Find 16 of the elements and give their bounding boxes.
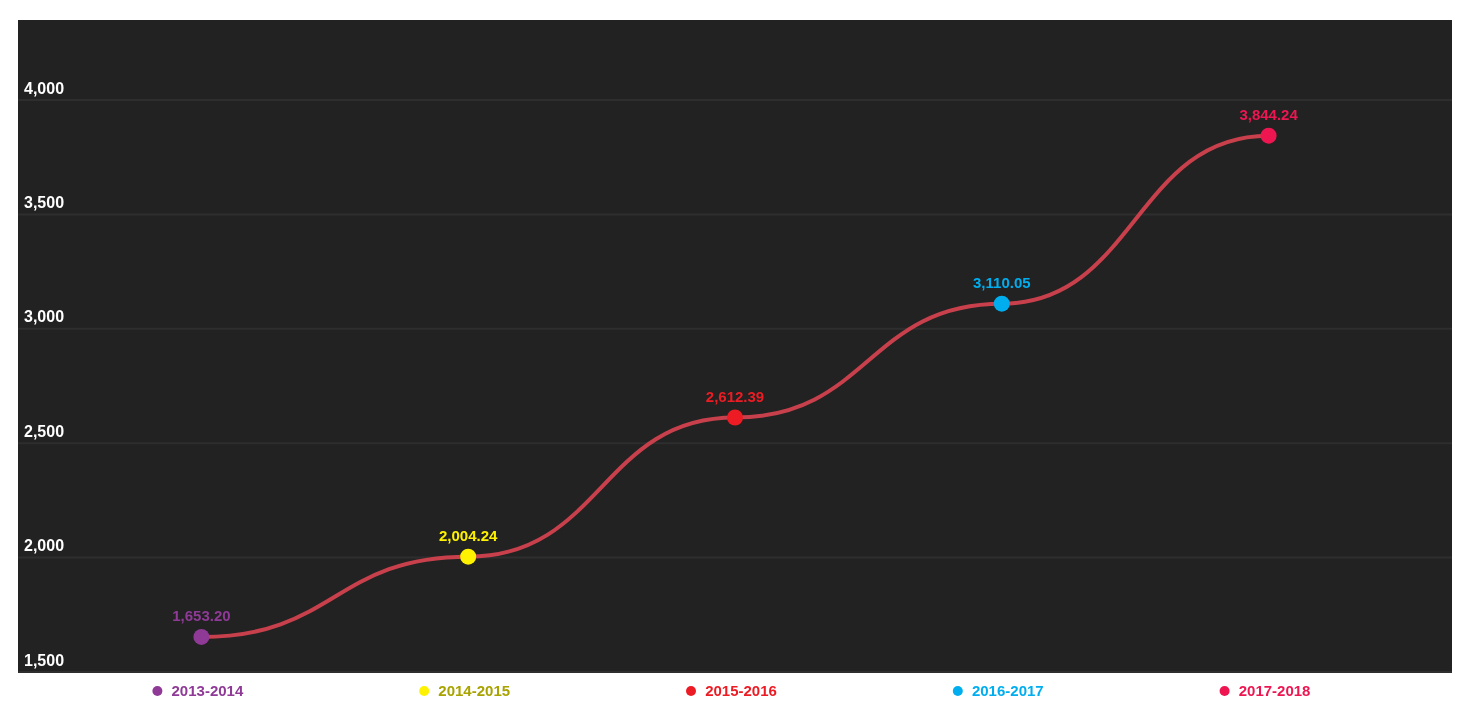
data-label: 2,004.24 — [439, 526, 499, 544]
y-tick-label: 1,500 — [24, 651, 65, 669]
y-tick-label: 2,000 — [24, 537, 65, 555]
y-tick-label: 3,500 — [24, 194, 65, 212]
x-tick-label: 2014-2015 — [438, 682, 511, 700]
data-label: 3,844.24 — [1239, 105, 1299, 123]
x-tick-label: 2017-2018 — [1238, 682, 1311, 700]
y-tick-label: 4,000 — [24, 79, 65, 97]
x-tick-label: 2015-2016 — [705, 682, 777, 700]
data-label: 1,653.20 — [172, 606, 231, 624]
data-label: 2,612.39 — [705, 387, 765, 405]
data-label: 3,110.05 — [973, 273, 1031, 291]
y-tick-label: 3,000 — [24, 308, 65, 326]
y-tick-label: 2,500 — [24, 422, 65, 440]
x-tick-label: 2016-2017 — [971, 682, 1044, 700]
x-tick-label: 2013-2014 — [171, 682, 244, 700]
